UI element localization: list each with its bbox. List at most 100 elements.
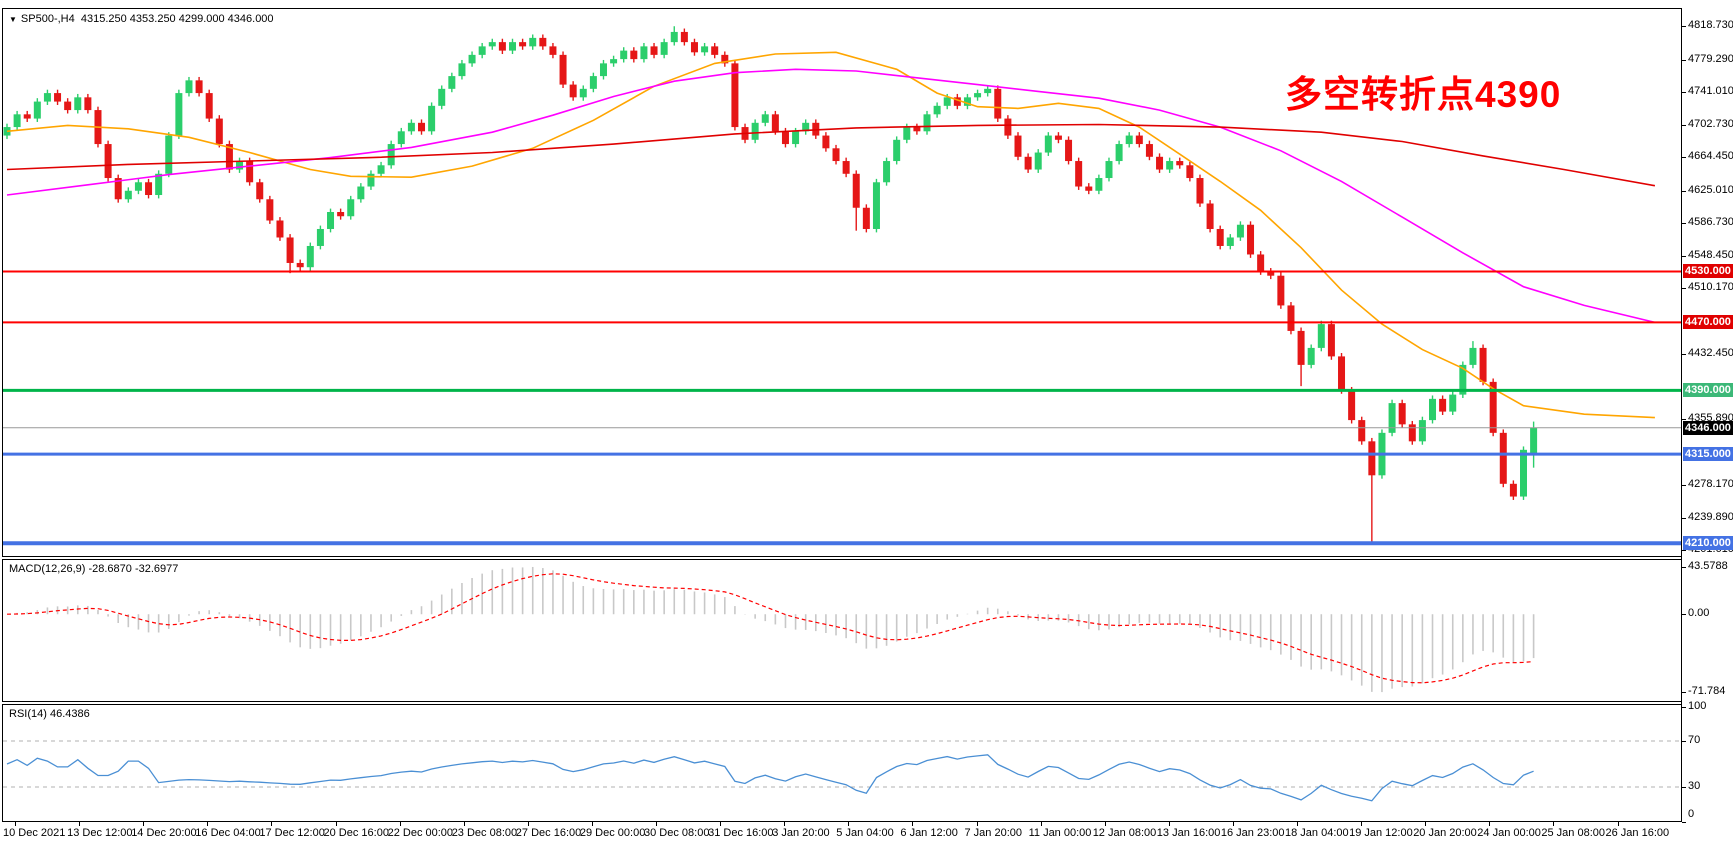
macd-tick-label: 0.00 (1688, 607, 1710, 620)
candle-body (852, 173, 860, 208)
time-axis[interactable]: 10 Dec 2021 13 Dec 12:00 14 Dec 20:00 16 De… (2, 822, 1682, 842)
candle-body (104, 144, 112, 179)
candle-body (974, 93, 982, 98)
time-tick (1553, 822, 1555, 826)
axis-tick (1682, 566, 1686, 568)
time-label: 14 Dec 20:00 (131, 827, 197, 839)
axis-tick (1682, 354, 1686, 356)
candle-body (1338, 356, 1346, 391)
time-tick (335, 822, 337, 826)
candle-body (316, 228, 324, 246)
candle-body (549, 46, 557, 55)
candle-body (256, 182, 264, 200)
candle-body (1176, 161, 1184, 166)
fast-ma-orange-line (6, 51, 1655, 419)
candle-body (559, 54, 567, 85)
price-badge-4315.000: 4315.000 (1683, 447, 1733, 462)
time-label: 11 Jan 00:00 (1028, 827, 1092, 839)
macd-pane[interactable]: MACD(12,26,9) -28.6870 -32.6977 (2, 559, 1682, 702)
candle-body (367, 173, 375, 187)
time-tick (912, 822, 914, 826)
axis-tick (1682, 485, 1686, 487)
candle-body (802, 122, 810, 132)
ohlc-values: 4315.250 4353.250 4299.000 4346.000 (80, 13, 274, 25)
time-tick (848, 822, 850, 826)
rsi-pane[interactable]: RSI(14) 46.4386 (2, 704, 1682, 822)
price-tick-label: 4741.010 (1688, 85, 1733, 98)
candle-body (458, 63, 466, 77)
candle-body (1125, 135, 1133, 145)
price-tick-label: 4625.010 (1688, 183, 1733, 196)
rsi-tick-label: 100 (1688, 699, 1707, 712)
candle-body (1388, 403, 1396, 433)
candle-body (721, 54, 729, 64)
time-tick (143, 822, 145, 826)
price-badge-4390.000: 4390.000 (1683, 383, 1733, 398)
time-tick (15, 822, 16, 826)
candle-body (539, 37, 547, 47)
candle-body (599, 63, 607, 77)
candle-body (3, 127, 11, 136)
price-axis[interactable]: 4818.730 4779.290 4741.010 4702.730 4664.450… (1681, 8, 1733, 823)
axis-tick (1682, 157, 1686, 159)
time-label: 13 Jan 16:00 (1156, 827, 1221, 839)
candle-body (276, 220, 284, 238)
candle-body (963, 97, 971, 106)
candle-body (1459, 364, 1467, 395)
time-tick (1297, 822, 1298, 826)
time-label: 7 Jan 20:00 (964, 827, 1023, 839)
candle-body (387, 144, 395, 166)
price-chart-pane[interactable]: ▼ SP500-,H4 4315.250 4353.250 4299.000 43… (2, 8, 1682, 557)
axis-tick (1682, 190, 1686, 192)
rsi-label: RSI(14) 46.4386 (9, 708, 90, 720)
rsi-tick-label: 70 (1688, 734, 1701, 746)
price-tick-label: 4510.170 (1688, 281, 1733, 294)
axis-tick (1682, 26, 1686, 28)
macd-tick-label: -71.784 (1688, 685, 1726, 698)
candle-body (1489, 381, 1497, 433)
candle-body (1206, 203, 1214, 229)
candle-body (407, 122, 415, 132)
candle-body (1186, 165, 1194, 179)
candle-body (438, 88, 446, 106)
candle-body (1105, 161, 1113, 179)
axis-tick (1682, 821, 1686, 823)
candle-body (1145, 144, 1153, 157)
candle-body (1499, 432, 1507, 484)
candle-body (862, 207, 870, 229)
candle-body (1348, 390, 1356, 421)
candle-body (236, 161, 244, 170)
rsi-chart (3, 740, 1681, 802)
time-tick (1040, 822, 1042, 826)
price-badge-4530.000: 4530.000 (1683, 264, 1733, 279)
candle-body (215, 118, 223, 145)
candle-body (1429, 398, 1437, 421)
candle-body (650, 46, 658, 55)
symbol-dropdown-icon[interactable]: ▼ (9, 15, 17, 24)
price-tick-label: 4664.450 (1688, 150, 1733, 163)
candle-body (1075, 161, 1083, 187)
candle-body (529, 37, 537, 47)
candle-body (13, 114, 21, 128)
candle-body (1166, 161, 1174, 170)
candle-body (610, 59, 618, 64)
candle-body (124, 190, 132, 200)
candle-body (822, 135, 830, 149)
candle-body (337, 212, 345, 217)
price-badge-4346.000: 4346.000 (1683, 420, 1733, 435)
time-tick (1489, 822, 1491, 826)
axis-tick (1682, 419, 1686, 421)
candle-body (1449, 394, 1457, 412)
time-label: 22 Dec 00:00 (387, 827, 454, 839)
mid-ma-magenta-line (6, 68, 1656, 324)
candle-body (418, 122, 426, 132)
candle-body (478, 46, 486, 55)
candle-body (1469, 347, 1477, 365)
macd-label: MACD(12,26,9) -28.6870 -32.6977 (9, 563, 179, 575)
candle-body (711, 46, 719, 55)
candle-body (751, 122, 759, 140)
candle-body (913, 127, 921, 132)
candle-body (397, 131, 405, 145)
candle-body (1226, 237, 1234, 246)
candle-body (428, 105, 436, 132)
